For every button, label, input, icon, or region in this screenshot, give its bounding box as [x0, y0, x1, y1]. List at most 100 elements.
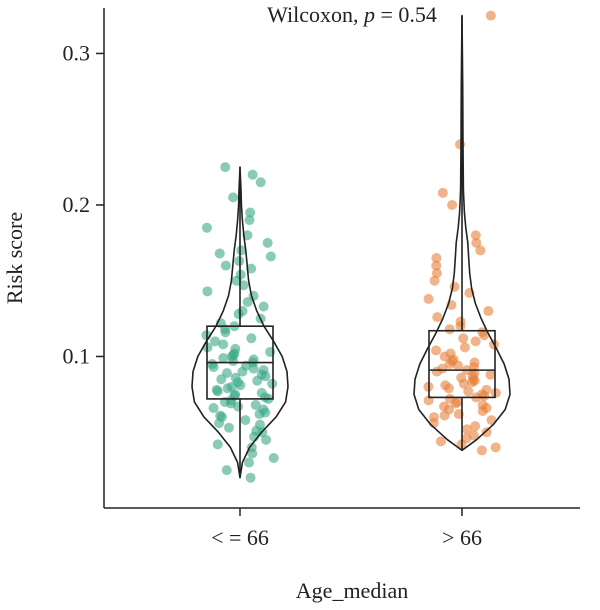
- data-point: [250, 399, 261, 410]
- data-point: [244, 457, 255, 468]
- data-point: [218, 353, 229, 363]
- data-point: [262, 237, 273, 248]
- data-point: [477, 327, 488, 338]
- data-point: [475, 245, 486, 256]
- data-point: [469, 357, 480, 368]
- data-point: [423, 293, 434, 304]
- iqr-box: [428, 329, 496, 399]
- data-point: [212, 439, 223, 450]
- data-point: [431, 268, 442, 279]
- data-point: [236, 245, 247, 256]
- data-point: [255, 177, 266, 188]
- data-point: [268, 453, 279, 463]
- data-point: [456, 372, 467, 383]
- data-point: [440, 380, 451, 391]
- data-point: [220, 162, 231, 173]
- data-point: [431, 260, 442, 271]
- data-point: [490, 387, 501, 398]
- annotation-suffix: = 0.54: [375, 2, 437, 27]
- data-point: [477, 399, 488, 410]
- data-point: [210, 336, 221, 347]
- data-point: [431, 345, 442, 356]
- data-point: [485, 369, 496, 380]
- data-point: [240, 415, 251, 426]
- data-point: [458, 333, 469, 344]
- data-point: [470, 421, 481, 432]
- data-point: [483, 306, 494, 317]
- data-point: [444, 393, 455, 404]
- data-point: [490, 442, 501, 453]
- data-point: [468, 430, 479, 441]
- data-point: [244, 215, 255, 226]
- data-point: [432, 312, 443, 323]
- data-point: [221, 368, 232, 379]
- data-point: [431, 253, 442, 263]
- data-point: [246, 263, 257, 274]
- data-point: [218, 339, 229, 350]
- data-point: [459, 342, 470, 353]
- y-axis-title: Risk score: [2, 212, 27, 304]
- data-point: [237, 306, 248, 317]
- data-point: [444, 324, 455, 335]
- x-tick-label: > 66: [442, 525, 482, 550]
- annotation-p-symbol: p: [362, 2, 375, 27]
- data-point: [470, 336, 481, 347]
- data-point: [215, 410, 226, 421]
- data-point: [261, 434, 272, 445]
- data-point: [471, 237, 482, 248]
- data-point: [207, 359, 218, 370]
- y-tick-label: 0.3: [63, 40, 91, 65]
- data-point: [208, 403, 219, 413]
- data-point: [429, 275, 440, 286]
- data-point: [438, 401, 449, 412]
- data-point: [461, 424, 472, 435]
- data-point: [230, 372, 241, 383]
- data-point: [256, 387, 267, 398]
- data-point: [258, 301, 269, 312]
- data-point: [223, 422, 234, 433]
- data-point: [481, 384, 492, 395]
- data-point: [265, 251, 276, 262]
- data-point: [428, 412, 439, 423]
- data-point: [476, 445, 487, 456]
- data-point: [437, 363, 448, 374]
- data-point: [238, 280, 249, 291]
- y-tick-label: 0.1: [63, 343, 91, 368]
- data-point: [437, 187, 448, 198]
- wilcoxon-annotation: Wilcoxon, p = 0.54: [267, 2, 437, 27]
- data-point: [234, 256, 245, 267]
- data-point: [481, 427, 492, 438]
- x-axis-title: Age_median: [296, 578, 408, 603]
- axes: [103, 8, 580, 509]
- data-point: [455, 316, 466, 327]
- data-point: [470, 230, 481, 241]
- data-point: [242, 230, 253, 241]
- data-point: [258, 365, 269, 376]
- data-point: [485, 10, 496, 21]
- data-point: [228, 192, 239, 203]
- data-point: [245, 207, 256, 218]
- data-point: [202, 286, 213, 297]
- tick-layer: 0.1 0.2 0.3 < = 66 > 66: [63, 40, 482, 550]
- data-point: [435, 436, 446, 447]
- data-point: [245, 472, 256, 483]
- data-point: [221, 465, 232, 476]
- data-point: [447, 199, 458, 210]
- data-point: [214, 248, 225, 259]
- data-point: [220, 260, 231, 271]
- data-point: [230, 343, 241, 354]
- plot-layer: [191, 10, 511, 483]
- data-point: [254, 419, 265, 430]
- data-point: [449, 281, 460, 292]
- annotation-prefix: Wilcoxon,: [267, 2, 364, 27]
- data-point: [463, 386, 474, 397]
- data-point: [445, 348, 456, 359]
- data-point: [201, 222, 212, 233]
- data-point: [246, 333, 257, 344]
- y-tick-label: 0.2: [63, 192, 91, 217]
- data-point: [247, 169, 258, 180]
- x-tick-label: < = 66: [211, 525, 269, 550]
- data-point: [267, 378, 278, 389]
- data-point: [230, 389, 241, 400]
